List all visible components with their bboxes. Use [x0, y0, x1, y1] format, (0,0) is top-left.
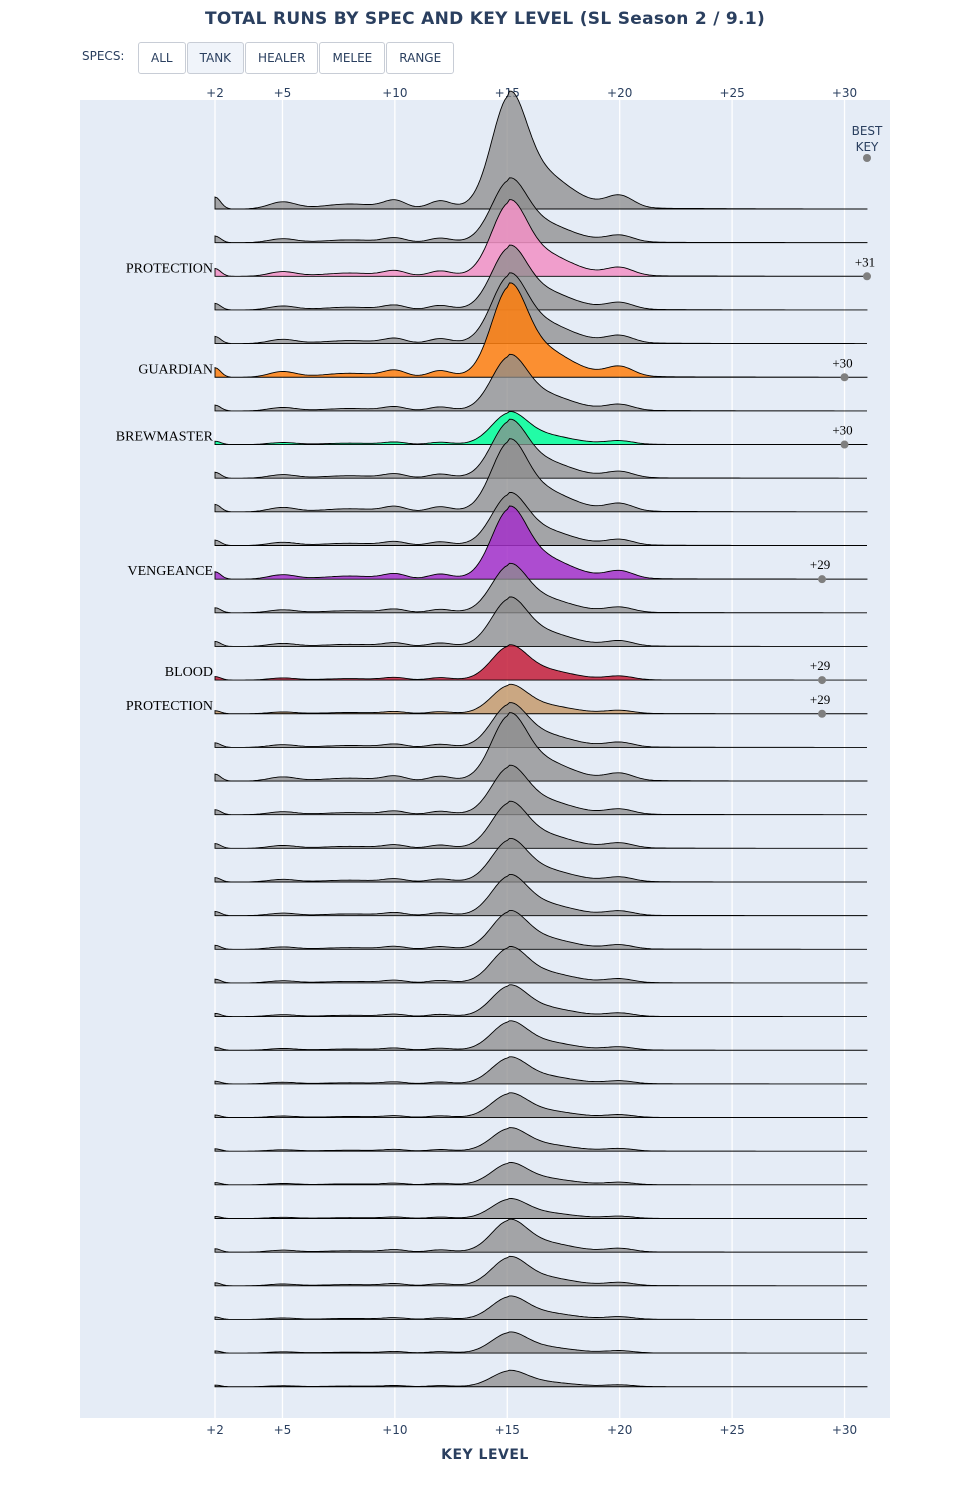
x-tick-top: +5: [274, 86, 292, 100]
ridge-guardian[interactable]: [214, 282, 868, 378]
ridge-gray[interactable]: [214, 1218, 868, 1253]
best-key-label: +29: [810, 692, 830, 707]
ridge-protection[interactable]: [214, 683, 868, 715]
best-key-marker[interactable]: [818, 709, 827, 718]
ridge-gray[interactable]: [214, 272, 867, 345]
spec-button-melee[interactable]: MELEE: [319, 42, 386, 74]
best-key-label: +31: [855, 254, 875, 269]
ridge-gray[interactable]: [214, 1295, 868, 1320]
ridge-gray[interactable]: [214, 1127, 867, 1152]
x-tick-bottom: +10: [382, 1423, 407, 1437]
x-tick-bottom: +20: [607, 1423, 632, 1437]
spec-label-protection: PROTECTION: [126, 699, 213, 714]
best-key-marker[interactable]: [818, 575, 827, 584]
ridge-gray[interactable]: [214, 562, 867, 614]
ridge-gray[interactable]: [214, 837, 867, 883]
ridge-gray[interactable]: [214, 353, 867, 412]
ridge-gray[interactable]: [214, 945, 868, 984]
x-axis-bottom: +2 +5 +10 +15 +20 +25 +30: [206, 1423, 857, 1437]
ridge-vengeance[interactable]: [214, 505, 868, 580]
ridge-gray[interactable]: [214, 702, 867, 748]
ridge-gray[interactable]: [214, 418, 867, 479]
specs-label: SPECS:: [82, 49, 125, 63]
best-key-header-marker: [863, 154, 871, 162]
x-axis-top: +2 +5 +10 +15 +20 +25 +30: [206, 86, 857, 100]
spec-button-healer[interactable]: HEALER: [245, 42, 319, 74]
x-tick-top: +10: [382, 86, 407, 100]
ridge-gray[interactable]: [214, 244, 868, 311]
spec-label-vengeance: VENGEANCE: [127, 564, 213, 579]
best-key-label: +29: [810, 658, 830, 673]
chart-title: TOTAL RUNS BY SPEC AND KEY LEVEL (SL Sea…: [204, 9, 766, 29]
ridge-gray[interactable]: [214, 909, 867, 950]
ridge-gray[interactable]: [214, 712, 868, 782]
x-tick-top: +20: [607, 86, 632, 100]
ridge-gray[interactable]: [214, 1161, 868, 1186]
x-tick-bottom: +30: [832, 1423, 857, 1437]
ridge-gray[interactable]: [214, 1056, 867, 1085]
x-tick-bottom: +5: [274, 1423, 292, 1437]
ridge-gray[interactable]: [214, 438, 868, 513]
ridge-blood[interactable]: [214, 644, 867, 681]
best-key-marker[interactable]: [863, 272, 871, 281]
ridge-gray[interactable]: [214, 1092, 868, 1118]
ridge-gray[interactable]: [214, 177, 868, 244]
ridge-gray[interactable]: [214, 984, 867, 1018]
best-key-label: +30: [832, 423, 852, 438]
x-tick-top: +25: [719, 86, 744, 100]
x-tick-bottom: +2: [206, 1423, 224, 1437]
spec-label-guardian: GUARDIAN: [138, 362, 213, 377]
x-tick-top: +2: [206, 86, 224, 100]
ridge-gray[interactable]: [214, 491, 867, 546]
ridge-protection[interactable]: [214, 199, 867, 277]
best-key-label: +29: [810, 557, 830, 572]
ridge-gray[interactable]: [214, 90, 868, 210]
best-key-marker[interactable]: [840, 440, 849, 449]
ridge-gray[interactable]: [214, 1369, 868, 1388]
x-tick-bottom: +25: [719, 1423, 744, 1437]
ridge-gray[interactable]: [214, 800, 868, 849]
spec-label-brewmaster: BREWMASTER: [116, 430, 214, 445]
spec-label-protection: PROTECTION: [126, 261, 213, 276]
ridge-gray[interactable]: [214, 1020, 868, 1051]
ridge-gray[interactable]: [214, 1197, 867, 1219]
annotations: BEST KEY PROTECTION +31 GUARDIAN +30 BREWMASTE…: [116, 124, 883, 718]
ridge-brewmaster[interactable]: [214, 411, 868, 445]
ridge-gray[interactable]: [214, 873, 868, 917]
ridges: [214, 90, 868, 1388]
spec-button-range[interactable]: RANGE: [386, 42, 455, 74]
best-key-header: BEST KEY: [852, 124, 883, 154]
ridge-gray[interactable]: [214, 596, 868, 647]
ridge-gray[interactable]: [214, 764, 867, 816]
spec-button-all[interactable]: ALL: [138, 42, 186, 74]
spec-label-blood: BLOOD: [165, 665, 213, 680]
best-key-marker[interactable]: [818, 676, 827, 685]
best-key-label: +30: [832, 355, 852, 370]
ridge-gray[interactable]: [214, 1255, 867, 1287]
x-tick-bottom: +15: [495, 1423, 520, 1437]
spec-filter-buttons: ALL TANK HEALER MELEE RANGE: [138, 42, 455, 74]
x-axis-title: KEY LEVEL: [441, 1447, 529, 1463]
ridge-gray[interactable]: [214, 1331, 867, 1354]
x-tick-top: +30: [832, 86, 857, 100]
spec-button-tank[interactable]: TANK: [186, 42, 245, 74]
best-key-marker[interactable]: [840, 373, 849, 382]
